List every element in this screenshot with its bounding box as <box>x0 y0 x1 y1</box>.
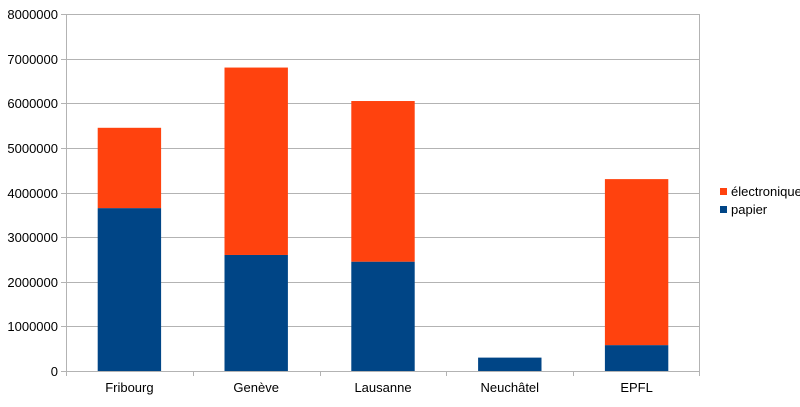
bar-papier-Lausanne <box>351 261 415 371</box>
bars <box>97 67 669 371</box>
legend-swatch-papier <box>720 206 727 213</box>
bar-électronique-Fribourg <box>97 127 162 209</box>
x-tick-label: Lausanne <box>354 380 411 395</box>
bar-électronique-EPFL <box>604 179 669 346</box>
x-tick-label: Neuchâtel <box>481 380 540 395</box>
bar-électronique-Lausanne <box>351 101 415 262</box>
y-tick-label: 0 <box>51 364 58 379</box>
bar-papier-Genève <box>224 254 288 371</box>
axes: 0 1000000 2000000 3000000 4000000 5000000 6000… <box>7 7 700 395</box>
x-tick-label: EPFL <box>620 380 653 395</box>
y-tick-label: 1000000 <box>7 319 58 334</box>
y-tick-label: 8000000 <box>7 7 58 22</box>
y-tick-label: 4000000 <box>7 186 58 201</box>
legend: électronique papier <box>720 184 800 217</box>
y-tick-label: 3000000 <box>7 230 58 245</box>
x-tick-label: Genève <box>233 380 279 395</box>
legend-swatch-électronique <box>720 188 727 195</box>
y-tick-label: 5000000 <box>7 141 58 156</box>
legend-label: électronique <box>731 184 800 199</box>
y-tick-label: 6000000 <box>7 96 58 111</box>
legend-label: papier <box>731 202 768 217</box>
y-tick-label: 2000000 <box>7 275 58 290</box>
y-tick-label: 7000000 <box>7 52 58 67</box>
bar-papier-EPFL <box>604 345 669 371</box>
bar-papier-Neuchâtel <box>478 357 542 371</box>
x-tick-label: Fribourg <box>105 380 153 395</box>
bar-papier-Fribourg <box>97 208 162 371</box>
bar-électronique-Genève <box>224 67 288 255</box>
